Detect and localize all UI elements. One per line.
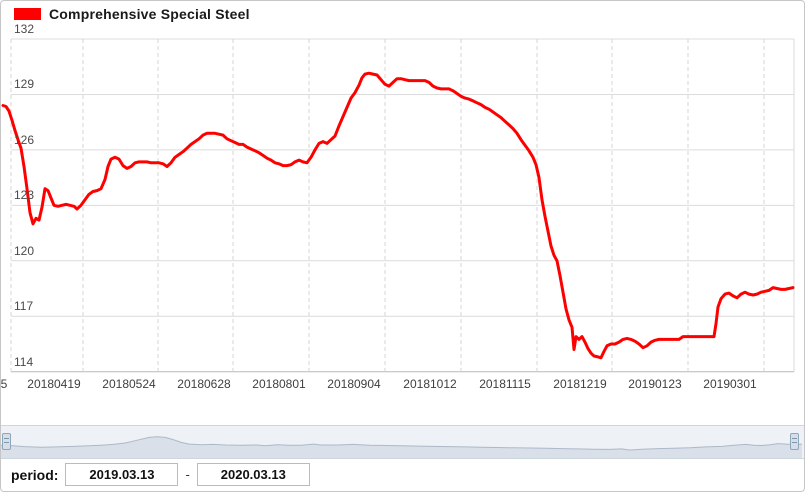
x-axis-label: 20190301 [703,377,757,391]
y-axis-label: 123 [14,188,35,203]
period-row: period: - [11,463,310,486]
x-axis-label: 20180524 [102,377,156,391]
navigator-right-handle[interactable] [790,433,799,450]
period-label: period: [11,466,59,483]
navigator-sparkline [1,436,802,458]
navigator-track[interactable] [1,425,804,459]
handle-grip-icon [4,438,9,439]
x-axis-label: 5 [0,377,8,391]
navigator-line [1,436,802,451]
y-axis-label: 120 [14,243,35,258]
y-axis-label: 126 [14,132,35,147]
y-axis-label: 129 [14,77,35,92]
x-axis-label: 20180419 [27,377,81,391]
legend-item[interactable]: Comprehensive Special Steel [14,6,250,22]
y-axis-label: 117 [14,299,34,314]
handle-grip-icon [792,438,797,439]
legend-swatch-icon [14,8,41,20]
period-end-input[interactable] [196,463,310,486]
period-start-input[interactable] [65,463,179,486]
x-axis-label: 20180904 [327,377,381,391]
x-axis-label: 20180628 [177,377,231,391]
x-axis-label: 20180801 [252,377,306,391]
price-line [1,71,795,360]
x-axis-label: 20190123 [628,377,682,391]
x-axis-label: 20181219 [553,377,607,391]
x-axis-label: 20181115 [479,377,531,391]
main-chart-plot-area[interactable] [1,1,805,421]
legend-label: Comprehensive Special Steel [49,6,250,22]
period-separator: - [185,467,190,482]
y-axis-label: 114 [14,354,34,369]
y-axis-label: 132 [14,22,35,36]
navigator-left-handle[interactable] [2,433,11,450]
x-axis-label: 20181012 [403,377,457,391]
navigator-area [1,436,802,458]
